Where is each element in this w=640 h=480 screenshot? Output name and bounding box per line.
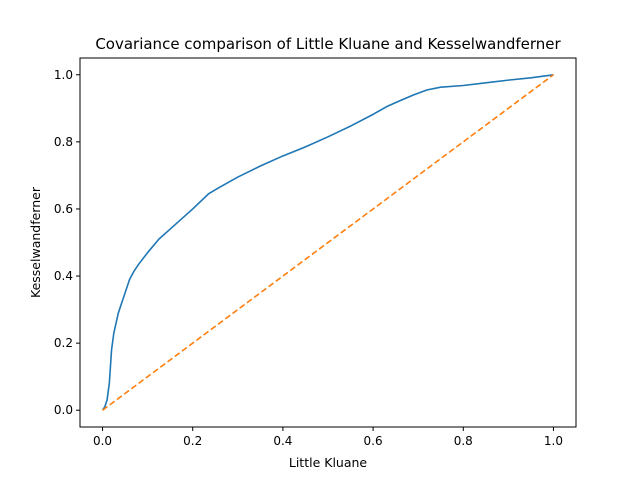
x-axis-label: Little Kluane xyxy=(289,455,368,470)
x-tick-label: 0.4 xyxy=(273,434,292,448)
axes-frame xyxy=(79,57,577,428)
y-tick-label: 0.0 xyxy=(54,403,73,417)
series-line-1 xyxy=(102,74,554,411)
y-tick-label: 0.8 xyxy=(54,135,73,149)
y-tick-label: 1.0 xyxy=(54,68,73,82)
series-line-0 xyxy=(101,73,554,411)
y-tick-label: 0.2 xyxy=(54,336,73,350)
axes-ticks: 0.0 0.2 0.4 0.6 0.8 1.0 0.0 0.2 0.4 0.6 0.8 1.0 xyxy=(54,68,563,448)
x-tick-label: 1.0 xyxy=(544,434,563,448)
x-tick-label: 0.0 xyxy=(93,434,112,448)
y-tick-label: 0.4 xyxy=(54,269,73,283)
x-tick-label: 0.8 xyxy=(454,434,473,448)
plot-area xyxy=(101,73,554,411)
chart-title: Covariance comparison of Little Kluane a… xyxy=(95,35,561,53)
y-axis-label: Kesselwandferner xyxy=(28,186,43,298)
y-tick-label: 0.6 xyxy=(54,202,73,216)
x-tick-label: 0.2 xyxy=(183,434,202,448)
x-tick-label: 0.6 xyxy=(364,434,383,448)
